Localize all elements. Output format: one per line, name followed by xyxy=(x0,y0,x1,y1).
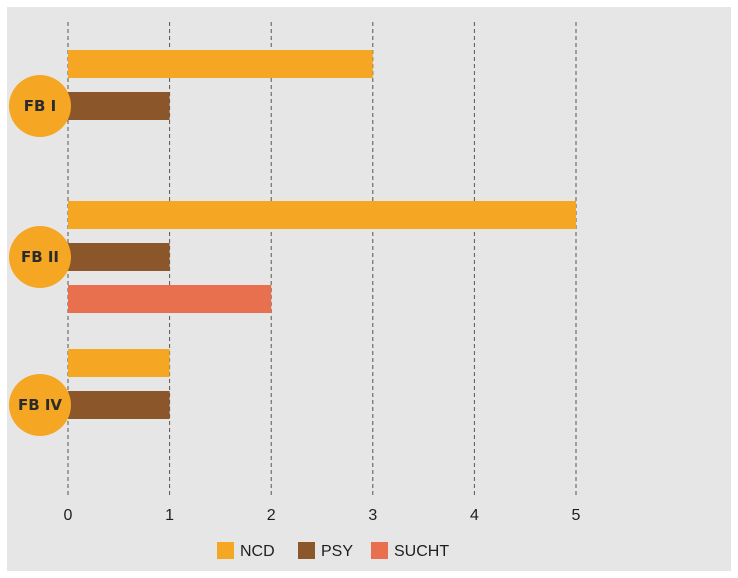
legend-swatch xyxy=(371,542,388,559)
x-tick-label: 0 xyxy=(64,507,73,524)
legend-label: NCD xyxy=(240,543,275,560)
bar-fb-iv-ncd xyxy=(68,349,170,377)
legend-swatch xyxy=(298,542,315,559)
bar-fb-ii-sucht xyxy=(68,285,272,313)
x-tick-labels: 0 1 2 3 4 5 xyxy=(64,507,581,524)
category-badge-circle xyxy=(9,75,71,137)
category-badge-circle xyxy=(9,226,71,288)
bar-fb-iv-psy xyxy=(68,391,170,419)
bars xyxy=(68,50,576,419)
legend-label: SUCHT xyxy=(394,543,449,560)
category-label: FB IV xyxy=(18,396,62,414)
legend-label: PSY xyxy=(321,543,353,560)
x-tick-label: 3 xyxy=(368,507,377,524)
category-label: FB II xyxy=(21,248,59,266)
bar-fb-ii-ncd xyxy=(68,201,576,229)
bar-fb-i-ncd xyxy=(68,50,373,78)
x-tick-label: 5 xyxy=(572,507,581,524)
category-badge: FB IV xyxy=(9,374,71,436)
legend-item: PSY xyxy=(298,542,353,560)
x-tick-label: 1 xyxy=(165,507,174,524)
bar-fb-ii-psy xyxy=(68,243,170,271)
category-badge: FB II xyxy=(9,226,71,288)
legend: NCD PSY SUCHT xyxy=(217,542,449,560)
category-label: FB I xyxy=(24,97,56,115)
x-tick-label: 2 xyxy=(267,507,276,524)
legend-item: NCD xyxy=(217,542,275,560)
x-tick-label: 4 xyxy=(470,507,479,524)
category-badges: FB I FB II FB IV xyxy=(9,75,71,436)
category-badge: FB I xyxy=(9,75,71,137)
legend-swatch xyxy=(217,542,234,559)
legend-item: SUCHT xyxy=(371,542,449,560)
category-badge-circle xyxy=(9,374,71,436)
bar-fb-i-psy xyxy=(68,92,170,120)
